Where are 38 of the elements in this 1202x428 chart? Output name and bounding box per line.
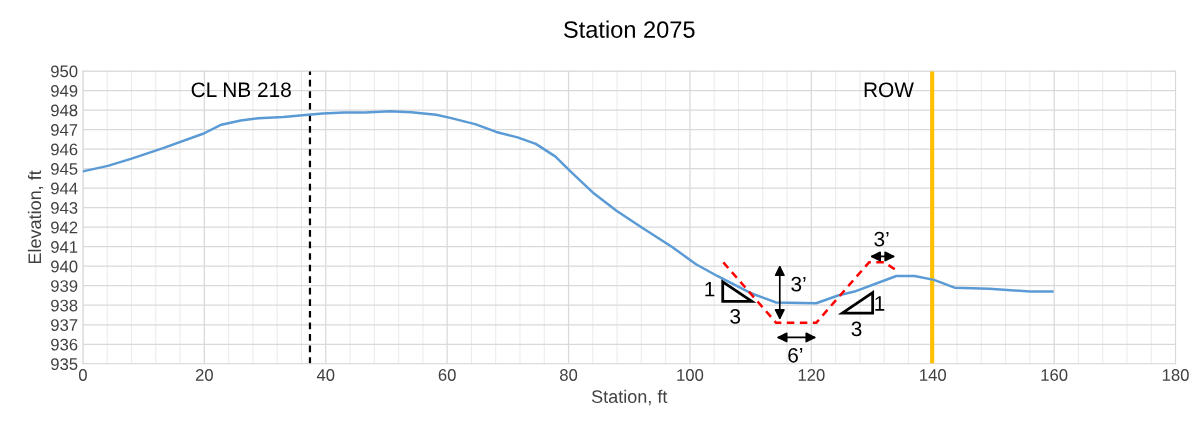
ref-line-label: ROW bbox=[864, 82, 914, 98]
x-tick-label: 160 bbox=[1041, 369, 1068, 381]
x-tick-label: 40 bbox=[316, 369, 335, 381]
annotation: 3’ bbox=[874, 231, 889, 247]
annotation: 3 bbox=[730, 308, 741, 324]
y-tick-label: 947 bbox=[51, 124, 78, 136]
y-tick-label: 938 bbox=[51, 299, 78, 312]
annotation: 1 bbox=[875, 296, 885, 311]
ref-line-label: CL NB 218 bbox=[191, 82, 291, 98]
y-tick-label: 945 bbox=[51, 163, 78, 175]
x-axis-title: Station, ft bbox=[591, 389, 668, 406]
y-tick-label: 942 bbox=[51, 221, 78, 234]
y-tick-label: 948 bbox=[51, 104, 78, 117]
y-tick-label: 944 bbox=[51, 182, 78, 195]
x-tick-label: 80 bbox=[560, 369, 578, 381]
chart-title: Station 2075 bbox=[564, 20, 695, 38]
y-tick-label: 937 bbox=[51, 319, 78, 331]
annotation: 3’ bbox=[791, 276, 806, 292]
x-tick-label: 140 bbox=[920, 369, 947, 381]
y-tick-label: 939 bbox=[51, 280, 78, 292]
y-tick-label: 950 bbox=[51, 65, 78, 78]
y-tick-label: 940 bbox=[51, 260, 78, 273]
y-tick-label: 936 bbox=[51, 338, 78, 351]
annotation: 1 bbox=[705, 281, 715, 297]
y-tick-label: 943 bbox=[51, 202, 78, 214]
annotation: 6’ bbox=[788, 347, 803, 363]
y-tick-label: 949 bbox=[51, 84, 78, 97]
annotation: 3 bbox=[851, 321, 862, 337]
x-tick-label: 0 bbox=[78, 369, 87, 381]
x-tick-label: 180 bbox=[1162, 369, 1189, 381]
x-tick-label: 120 bbox=[798, 369, 825, 381]
y-tick-label: 941 bbox=[51, 241, 78, 253]
y-tick-label: 946 bbox=[51, 143, 78, 156]
x-tick-label: 100 bbox=[677, 369, 704, 381]
x-tick-label: 60 bbox=[438, 369, 456, 381]
x-tick-label: 20 bbox=[195, 369, 213, 381]
y-tick-label: 935 bbox=[51, 358, 78, 370]
y-axis-title: Elevation, ft bbox=[27, 170, 44, 264]
